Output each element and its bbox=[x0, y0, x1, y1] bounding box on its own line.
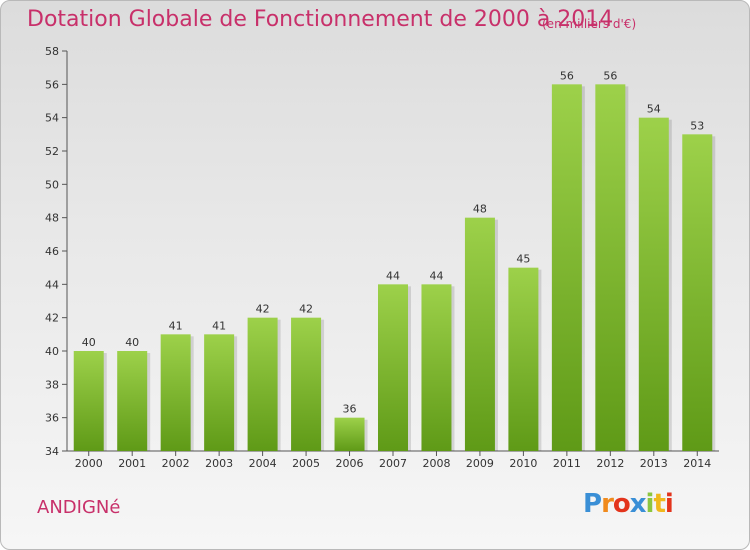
y-tick-label: 54 bbox=[45, 112, 59, 125]
bar-value-label: 42 bbox=[256, 303, 270, 316]
x-tick-label: 2000 bbox=[75, 457, 103, 470]
chart-axes: 34 36 38 40 42 44 46 48 50 52 54 56 58 2000 2001 2002 20… bbox=[45, 45, 719, 470]
x-tick-label: 2002 bbox=[162, 457, 190, 470]
y-tick-label: 56 bbox=[45, 78, 59, 91]
chart-title: Dotation Globale de Fonctionnement de 20… bbox=[27, 7, 614, 32]
logo-letter: o bbox=[612, 489, 631, 519]
y-tick-label: 48 bbox=[45, 212, 59, 225]
bar-value-label: 40 bbox=[125, 336, 139, 349]
y-tick-label: 40 bbox=[45, 345, 59, 358]
x-tick-label: 2006 bbox=[336, 457, 364, 470]
bar-value-label: 44 bbox=[429, 269, 443, 282]
bar-value-label: 40 bbox=[82, 336, 96, 349]
bar-value-label: 53 bbox=[690, 119, 704, 132]
bar-value-label: 54 bbox=[647, 103, 661, 116]
bar-value-label: 36 bbox=[343, 403, 357, 416]
x-tick-label: 2001 bbox=[118, 457, 146, 470]
bar-value-label: 45 bbox=[516, 253, 530, 266]
bar-2010 bbox=[508, 267, 539, 451]
x-tick-label: 2009 bbox=[466, 457, 494, 470]
bar-value-label: 41 bbox=[212, 319, 226, 332]
logo-letter: i bbox=[664, 489, 674, 519]
y-tick-label: 44 bbox=[45, 278, 59, 291]
bar-2006 bbox=[334, 417, 365, 451]
x-tick-label: 2013 bbox=[640, 457, 668, 470]
logo-letter: x bbox=[629, 489, 647, 519]
bar-2000 bbox=[73, 351, 104, 451]
x-tick-label: 2011 bbox=[553, 457, 581, 470]
x-tick-label: 2007 bbox=[379, 457, 407, 470]
logo-letter: P bbox=[583, 489, 602, 519]
y-tick-label: 50 bbox=[45, 178, 59, 191]
bar-2002 bbox=[160, 334, 191, 451]
logo-letter: r bbox=[601, 489, 614, 519]
bar-2011 bbox=[551, 84, 582, 451]
y-tick-label: 34 bbox=[45, 445, 59, 458]
bar-value-label: 56 bbox=[603, 69, 617, 82]
chart-subtitle: (en milliers d'€) bbox=[542, 17, 637, 31]
bar-2004 bbox=[247, 317, 278, 451]
bar-2005 bbox=[291, 317, 322, 451]
bar-2014 bbox=[682, 134, 713, 452]
logo-letter: i bbox=[645, 489, 655, 519]
y-tick-label: 46 bbox=[45, 245, 59, 258]
y-tick-label: 58 bbox=[45, 45, 59, 58]
commune-name: ANDIGNé bbox=[37, 497, 121, 518]
bar-2008 bbox=[421, 284, 452, 451]
x-tick-label: 2005 bbox=[292, 457, 320, 470]
chart-bars: 40 40 41 41 42 42 36 44 44 48 45 56 56 54 53 bbox=[73, 69, 716, 452]
bar-value-label: 44 bbox=[386, 269, 400, 282]
x-tick-label: 2012 bbox=[596, 457, 624, 470]
bar-2009 bbox=[464, 217, 495, 451]
bar-2001 bbox=[117, 351, 148, 451]
proxiti-logo: Proxiti bbox=[583, 489, 674, 519]
bar-value-label: 56 bbox=[560, 69, 574, 82]
x-tick-label: 2004 bbox=[249, 457, 277, 470]
bar-value-label: 48 bbox=[473, 203, 487, 216]
y-tick-label: 42 bbox=[45, 312, 59, 325]
x-tick-label: 2003 bbox=[205, 457, 233, 470]
bar-2003 bbox=[204, 334, 235, 451]
y-tick-label: 36 bbox=[45, 412, 59, 425]
bar-value-label: 42 bbox=[299, 303, 313, 316]
bar-2007 bbox=[378, 284, 408, 451]
bar-2012 bbox=[595, 84, 626, 451]
logo-letter: t bbox=[653, 489, 665, 519]
y-tick-label: 52 bbox=[45, 145, 59, 158]
bar-2013 bbox=[638, 117, 669, 452]
x-tick-label: 2010 bbox=[509, 457, 537, 470]
bar-value-label: 41 bbox=[169, 319, 183, 332]
y-tick-label: 38 bbox=[45, 378, 59, 391]
x-tick-label: 2014 bbox=[683, 457, 711, 470]
x-tick-label: 2008 bbox=[422, 457, 450, 470]
